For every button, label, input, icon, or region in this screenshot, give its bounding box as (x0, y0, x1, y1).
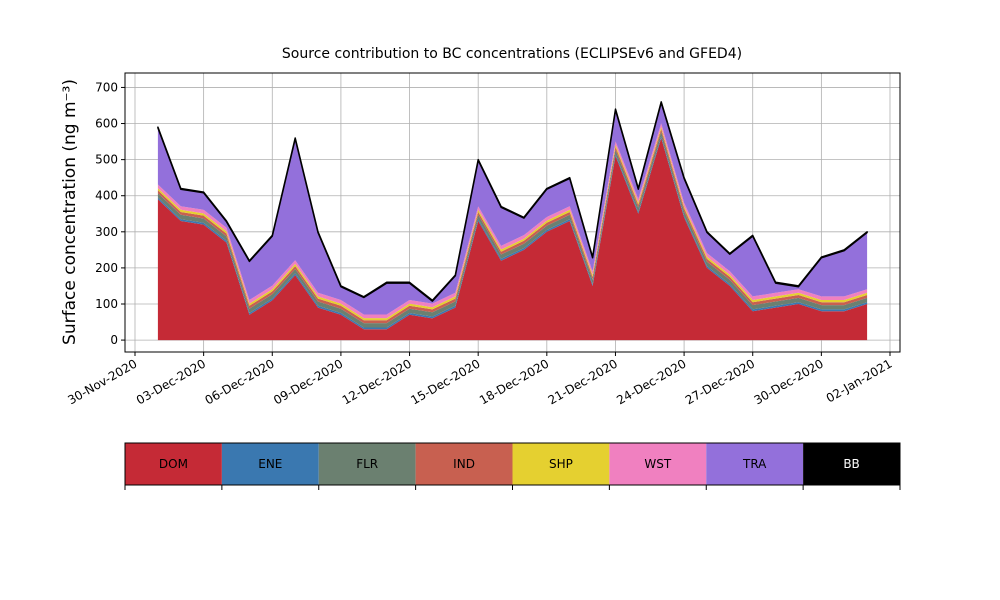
x-tick-label: 12-Dec-2020 (340, 356, 414, 407)
x-tick-label: 18-Dec-2020 (477, 356, 551, 407)
x-tick-label: 06-Dec-2020 (202, 356, 276, 407)
x-tick-label: 09-Dec-2020 (271, 356, 345, 407)
area (157, 138, 868, 341)
chart-title: Source contribution to BC concentrations… (282, 46, 742, 62)
legend-swatch (512, 443, 610, 485)
y-tick-label: 200 (95, 261, 118, 275)
legend-swatch (609, 443, 707, 485)
x-tick-label: 24-Dec-2020 (614, 356, 688, 407)
legend-swatch (803, 443, 900, 485)
legend-swatch (221, 443, 319, 485)
area (157, 101, 868, 302)
y-tick-label: 100 (95, 297, 118, 311)
y-tick-label: 400 (95, 189, 118, 203)
plot-frame (124, 72, 901, 353)
x-tick-label: 15-Dec-2020 (408, 356, 482, 407)
legend-frame (124, 442, 901, 486)
legend-label: IND (453, 457, 475, 471)
legend-swatch (706, 443, 804, 485)
legend-label: FLR (356, 457, 378, 471)
x-tick-label: 21-Dec-2020 (546, 356, 620, 407)
y-tick-label: 500 (95, 153, 118, 167)
legend-label: SHP (549, 457, 573, 471)
legend-label: WST (644, 457, 671, 471)
x-tick-label: 02-Jan-2021 (824, 356, 895, 405)
legend-swatch (415, 443, 513, 485)
y-axis-label: Surface concentration (ng m⁻³) (60, 79, 80, 345)
x-tick-label: 03-Dec-2020 (134, 356, 208, 407)
x-tick-label: 30-Dec-2020 (752, 356, 826, 407)
legend-label: TRA (742, 457, 767, 471)
y-tick-label: 700 (95, 80, 118, 94)
legend-swatch (125, 443, 222, 485)
area (157, 102, 868, 315)
legend-swatch (318, 443, 416, 485)
y-tick-label: 300 (95, 225, 118, 239)
legend-label: DOM (159, 457, 188, 471)
y-tick-label: 600 (95, 117, 118, 131)
legend-label: BB (843, 457, 859, 471)
y-tick-label: 0 (110, 333, 118, 347)
x-tick-label: 27-Dec-2020 (683, 356, 757, 407)
x-tick-label: 30-Nov-2020 (65, 356, 139, 407)
legend-label: ENE (258, 457, 282, 471)
